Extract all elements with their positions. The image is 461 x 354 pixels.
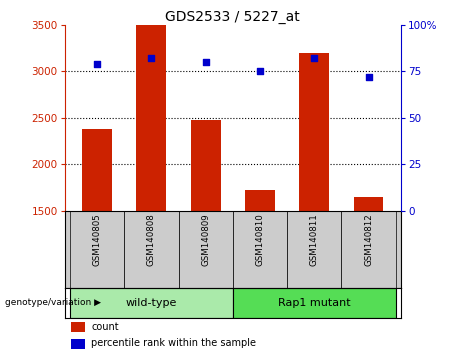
Text: GSM140808: GSM140808	[147, 213, 156, 266]
Text: wild-type: wild-type	[126, 298, 177, 308]
Text: GSM140809: GSM140809	[201, 213, 210, 266]
Text: GSM140811: GSM140811	[310, 213, 319, 266]
Text: GSM140805: GSM140805	[93, 213, 101, 266]
Text: GSM140810: GSM140810	[255, 213, 265, 266]
Bar	[70, 211, 124, 289]
Text: Rap1 mutant: Rap1 mutant	[278, 298, 350, 308]
Bar	[245, 190, 275, 211]
Point	[202, 59, 209, 65]
Bar	[82, 129, 112, 211]
Text: genotype/variation ▶: genotype/variation ▶	[5, 298, 100, 308]
Text: count: count	[91, 322, 119, 332]
Bar	[124, 211, 178, 289]
Bar	[341, 211, 396, 289]
Bar	[299, 53, 329, 211]
Point	[148, 56, 155, 61]
Bar	[178, 211, 233, 289]
Point	[94, 61, 101, 67]
Bar	[71, 322, 85, 332]
Bar	[354, 197, 384, 211]
Text: GSM140812: GSM140812	[364, 213, 373, 266]
Bar	[233, 289, 396, 318]
Point	[311, 56, 318, 61]
Bar	[233, 211, 287, 289]
Bar	[71, 339, 85, 349]
Text: percentile rank within the sample: percentile rank within the sample	[91, 338, 256, 348]
Bar	[191, 120, 221, 211]
Bar	[136, 25, 166, 211]
Title: GDS2533 / 5227_at: GDS2533 / 5227_at	[165, 10, 300, 24]
Bar	[70, 289, 233, 318]
Point	[365, 74, 372, 80]
Point	[256, 68, 264, 74]
Bar	[287, 211, 341, 289]
